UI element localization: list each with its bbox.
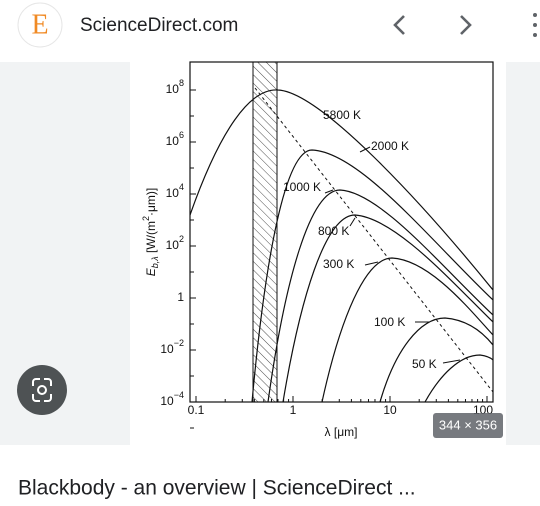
y-tick-label: 106 — [166, 130, 184, 148]
tick-exp: 6 — [179, 130, 184, 140]
tick-exp: 8 — [179, 78, 184, 88]
tick-base: 10 — [160, 394, 174, 408]
tick-base: 10 — [166, 238, 180, 252]
prev-button[interactable] — [393, 15, 405, 35]
tick-base: 10 — [166, 82, 180, 96]
x-axis-label: λ [μm] — [325, 425, 358, 439]
y-tick-label: 1 — [177, 290, 184, 304]
tick-exp: −4 — [174, 390, 184, 400]
tick-base: 10 — [166, 134, 180, 148]
curve-label: 50 K — [412, 357, 437, 371]
curve-label: 2000 K — [371, 139, 409, 153]
tick-base: 10 — [160, 342, 174, 356]
y-tick-label: 102 — [166, 234, 184, 252]
symbol: E — [144, 267, 158, 276]
caption[interactable]: Blackbody - an overview | ScienceDirect … — [18, 477, 416, 500]
curve — [190, 89, 493, 291]
wien-line — [254, 87, 493, 393]
y-tick-label: 104 — [166, 182, 184, 200]
curve-label: 800 K — [318, 224, 349, 238]
curve-label: 5800 K — [323, 108, 361, 122]
curve — [379, 317, 493, 402]
y-tick-label: 108 — [166, 78, 184, 96]
curve-label: 100 K — [374, 315, 405, 329]
unit: [W/(m — [144, 221, 158, 256]
lens-icon — [32, 378, 52, 402]
curve-label: 300 K — [323, 257, 354, 271]
logo: E — [31, 9, 48, 40]
curve — [424, 354, 493, 402]
menu-button[interactable] — [533, 13, 537, 37]
curve — [282, 214, 493, 402]
site-name[interactable]: ScienceDirect.com — [80, 15, 238, 36]
x-tick-label: 10 — [383, 403, 397, 417]
curve — [267, 189, 493, 402]
size-badge — [433, 413, 503, 438]
size-badge-text: 344 × 356 — [439, 417, 497, 432]
tick-base: 10 — [166, 186, 180, 200]
y-tick-label: 10−4 — [160, 390, 184, 408]
tick-exp: −2 — [174, 338, 184, 348]
image[interactable] — [130, 62, 506, 445]
site-icon[interactable] — [17, 2, 63, 48]
plot-frame — [189, 61, 494, 403]
leaders — [324, 146, 461, 364]
y-tick-label: 10−2 — [160, 338, 184, 356]
power: 2 — [141, 216, 151, 221]
tick-exp: 4 — [179, 182, 184, 192]
tick-exp: 2 — [179, 234, 184, 244]
x-tick-label: 1 — [290, 403, 297, 417]
tick-base: 1 — [177, 290, 184, 304]
curve — [251, 149, 493, 402]
subscript: b,λ — [150, 256, 160, 268]
curve-label: 1000 K — [283, 180, 321, 194]
next-button[interactable] — [460, 15, 472, 35]
y-axis-label: Eb,λ [W/(m2·μm)] — [141, 188, 160, 277]
unit: ·μm)] — [144, 188, 158, 216]
x-tick-label: 0.1 — [188, 403, 205, 417]
lens-button[interactable] — [17, 365, 67, 415]
curve — [321, 257, 493, 402]
